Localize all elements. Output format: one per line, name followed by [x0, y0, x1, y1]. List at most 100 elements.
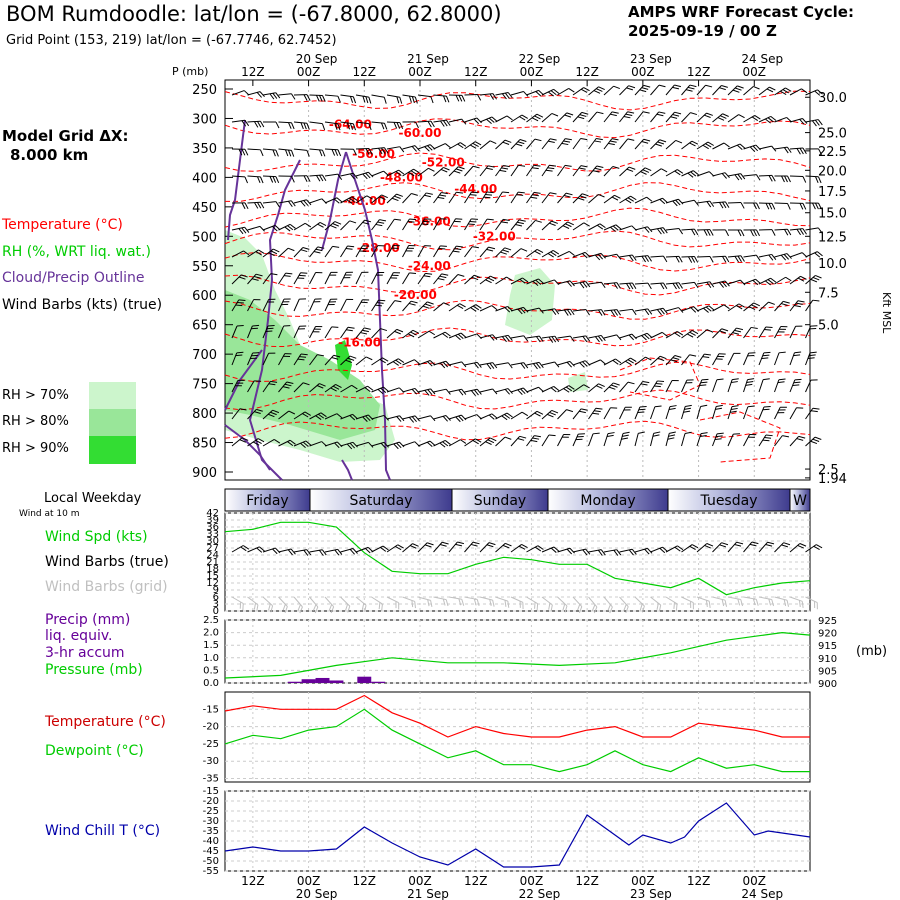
wind-barb-flag	[428, 167, 435, 172]
wind-barb-flag	[430, 415, 436, 422]
wind-barb	[712, 172, 730, 179]
wind-barb	[696, 353, 711, 366]
wind-barb-flag	[375, 223, 383, 227]
wind-barb-staff	[603, 282, 617, 285]
wind-barb-flag	[381, 603, 383, 611]
wind-barb-flag	[748, 306, 756, 310]
wind-barb	[510, 219, 526, 231]
wind-barb	[262, 92, 281, 100]
wind-barb	[758, 406, 771, 420]
wind-barb	[355, 171, 374, 180]
wind-barb-flag	[690, 112, 698, 116]
wind-barb	[619, 225, 637, 231]
wind-barb	[417, 94, 434, 104]
wind-barb-flag	[550, 90, 557, 96]
wind-barb-flag	[564, 605, 568, 613]
wind-barb-flag	[693, 282, 699, 289]
wind-barb-staff	[743, 254, 757, 258]
wind-barb	[247, 148, 264, 157]
wind-barb-flag	[731, 381, 738, 384]
wind-barb-flag	[639, 603, 643, 611]
wind-barb-flag	[303, 94, 308, 101]
wind-barb	[417, 388, 436, 396]
wind-barb-flag	[507, 362, 513, 369]
wind-chill-panel-tick-label: -35	[203, 826, 219, 837]
wind-barb-flag	[748, 436, 755, 438]
wind-barb-flag	[291, 93, 296, 100]
wind-barb	[557, 221, 574, 231]
wind-barb-flag	[442, 333, 449, 338]
pressure-tick-label: 800	[192, 407, 217, 422]
wind-barb-flag	[659, 308, 665, 315]
wind-barb	[386, 272, 401, 285]
wind-barb-staff	[231, 175, 246, 178]
wind-barb-staff	[572, 433, 579, 447]
wind-barb-flag	[566, 548, 573, 555]
wind-barb-flag	[517, 438, 525, 441]
wind-barb-flag	[408, 245, 416, 247]
wind-barb-flag	[675, 139, 683, 144]
wind-barb-flag	[796, 228, 801, 236]
wind-barb	[681, 112, 698, 123]
wind-barb-staff	[696, 200, 710, 204]
temperature-contour	[224, 152, 811, 172]
wind-barb	[588, 194, 605, 204]
wind-barb-flag	[576, 604, 581, 611]
wind-barb-staff	[262, 273, 272, 285]
wind-barb	[681, 170, 699, 178]
wind-barb-staff	[696, 543, 708, 553]
wind-barb	[386, 415, 405, 422]
wind-barb-flag	[253, 602, 257, 610]
wind-barb	[603, 382, 620, 393]
time-tick-label-bottom: 00Z	[743, 874, 767, 888]
wind-barb	[681, 404, 692, 420]
wind-barb-flag	[424, 389, 430, 396]
wind-barb	[727, 255, 745, 263]
wind-barb-flag	[722, 201, 727, 209]
wind-barb	[293, 325, 307, 339]
wind-barb-flag	[719, 330, 727, 334]
wind-barb	[231, 148, 249, 156]
wind-barb	[247, 120, 265, 128]
wind-barb-flag	[687, 172, 694, 178]
wind-barb-staff	[386, 218, 395, 231]
wind-barb-staff	[712, 304, 725, 312]
wind-barb-flag	[501, 415, 508, 421]
wind-barb-flag	[785, 87, 792, 92]
wind-barb-staff	[557, 434, 564, 447]
date-tick-label-top: 23 Sep	[630, 52, 672, 66]
wind-barb	[603, 85, 621, 96]
wind-barb-flag	[800, 275, 807, 280]
wind-barb-flag	[275, 92, 281, 99]
wind-barb-staff	[309, 412, 322, 420]
wind-barb-flag	[684, 431, 692, 434]
wind-barb-staff	[712, 201, 726, 204]
wind-barb-flag	[678, 307, 684, 313]
wind-barb	[464, 333, 482, 340]
wind-barb-grid	[386, 596, 400, 610]
wind-barb-flag	[366, 195, 373, 200]
wind-barb-flag	[715, 435, 723, 438]
wind-barb-flag	[318, 413, 325, 419]
wind-barb	[495, 191, 510, 204]
wind-barb-flag	[345, 603, 349, 611]
wind-barb-flag	[521, 543, 528, 549]
wind-barb-staff	[495, 334, 509, 339]
wind-barb-staff	[433, 302, 444, 312]
wind-barb-flag	[768, 254, 774, 261]
wind-barb	[526, 361, 544, 370]
wind-barb-flag	[473, 274, 481, 279]
wind-barb	[293, 247, 310, 258]
wind-barb-flag	[328, 604, 333, 611]
wind-barb-flag	[537, 545, 544, 550]
wind-barb-flag	[801, 252, 808, 258]
wind-barb-staff	[665, 596, 678, 605]
wind-barb-staff	[324, 413, 338, 420]
wind-barb-staff	[510, 335, 524, 339]
wind-barb	[696, 432, 708, 447]
wind-barb-staff	[231, 437, 243, 447]
wind-barb-flag	[502, 191, 510, 194]
wind-barb-flag	[398, 387, 405, 393]
wind-barb	[526, 219, 542, 231]
wind-barb-flag	[304, 411, 311, 416]
